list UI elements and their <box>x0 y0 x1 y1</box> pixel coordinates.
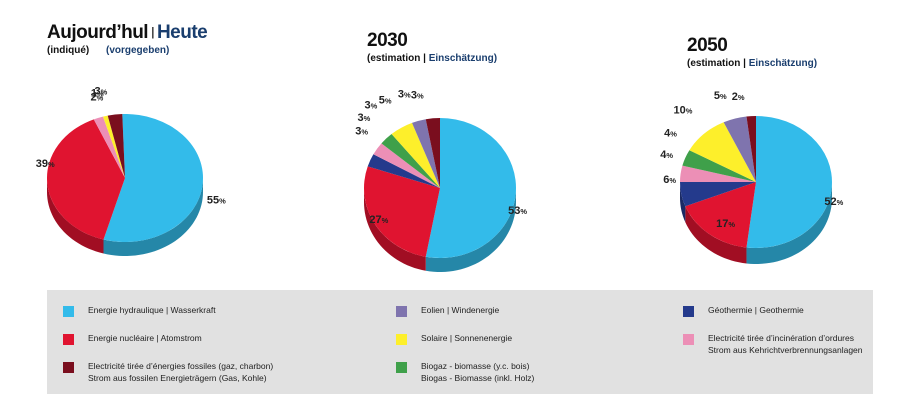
pie-label-hydro: 53% <box>508 205 527 217</box>
pie-slice-incineration <box>373 143 440 188</box>
pie-label-solar: 10% <box>674 105 693 117</box>
pie-label-solar: 5% <box>379 95 392 107</box>
legend-item-biogas: Biogaz - biomasse (y.c. bois) Biogas - B… <box>396 360 534 384</box>
pie-side-hydro <box>746 182 832 264</box>
legend-label-biogas: Biogaz - biomasse (y.c. bois) Biogas - B… <box>421 361 535 383</box>
legend-item-solar: Solaire | Sonnenenergie <box>396 332 512 345</box>
legend-swatch-wind <box>396 306 407 317</box>
subtitle-2030-fr: (estimation | <box>367 53 426 64</box>
pie-slice-hydro <box>746 116 832 248</box>
pie-chart-1: 55% 39% 2%1%3% <box>36 86 226 256</box>
pie-side-geothermal <box>680 182 686 223</box>
legend-label-fossil: Electricité tirée d’énergies fossiles (g… <box>88 361 274 383</box>
pie-charts: 55%39%2%1%3%53%27%3%3%3% 5%3% 3%52%17%6%4%… <box>36 86 844 272</box>
pie-label-incineration: 4% <box>660 149 673 161</box>
legend: Energie hydraulique | Wasserkraft Energie… <box>47 290 873 394</box>
pie-label-wind: 5% <box>714 90 727 102</box>
legend-label-hydro: Energie hydraulique | Wasserkraft <box>88 305 216 315</box>
pie-slice-solar <box>102 115 125 178</box>
pie-side-nuclear <box>685 206 747 264</box>
title-2030: 2030 <box>367 30 408 51</box>
legend-label-wind: Eolien | Windenergie <box>421 305 500 315</box>
pie-slice-incineration <box>93 116 125 178</box>
subtitle-2050-de: Einschätzung) <box>748 58 818 69</box>
pie-label-solar: 1% <box>91 88 104 100</box>
title-today-de: Heute <box>156 22 208 43</box>
subtitle-today-fr: (indiqué) <box>47 45 90 56</box>
pie-chart-3: 52% 17% 6% 4% 4% 10% 5% 2% <box>660 90 844 264</box>
legend-swatch-fossil <box>63 362 74 373</box>
pie-slice-fossil <box>746 116 756 182</box>
pie-side-nuclear <box>47 178 104 254</box>
pie-label-fossil: 2% <box>732 91 745 103</box>
pie-slice-nuclear <box>364 166 440 257</box>
pie-slice-solar <box>391 122 440 188</box>
subtitle-2050-fr: (estimation | <box>687 58 746 69</box>
title-separator: | <box>151 25 154 39</box>
legend-swatch-hydro <box>63 306 74 317</box>
legend-swatch-geothermal <box>683 306 694 317</box>
pie-slice-hydro <box>425 118 517 258</box>
subtitle-2030-de: Einschätzung) <box>428 53 498 64</box>
chart-title-2050: 2050 (estimation | Einschätzung) <box>687 35 817 69</box>
pie-side-hydro <box>103 178 203 256</box>
pie-label-geothermal: 6% <box>663 174 676 186</box>
pie-label-incineration: 3% <box>358 112 371 124</box>
legend-item-hydro: Energie hydraulique | Wasserkraft <box>63 304 216 317</box>
legend-label-geothermal: Géothermie | Geothermie <box>708 305 804 315</box>
pie-slice-hydro <box>103 114 204 243</box>
chart-title-today: Aujourd’hul | Heute (indiqué) (vorgegeben) <box>47 22 208 56</box>
pie-slice-geothermal <box>680 182 756 207</box>
legend-item-incineration: Electricité tirée d’incinération d’ordur… <box>683 332 863 356</box>
pie-slice-biogas <box>381 134 440 188</box>
pie-slice-fossil <box>107 114 125 178</box>
legend-label-incineration: Electricité tirée d’incinération d’ordur… <box>708 333 863 355</box>
legend-item-fossil: Electricité tirée d’énergies fossiles (g… <box>63 360 273 384</box>
legend-swatch-incineration <box>683 334 694 345</box>
pie-label-incineration: 2% <box>91 92 104 104</box>
pie-side-nuclear <box>364 188 426 271</box>
legend-item-geothermal: Géothermie | Geothermie <box>683 304 804 317</box>
title-2050: 2050 <box>687 35 728 56</box>
pie-label-geothermal: 3% <box>355 126 368 138</box>
pie-slice-solar <box>689 122 756 182</box>
pie-label-biogas: 4% <box>664 128 677 140</box>
pie-slice-wind <box>723 116 756 182</box>
pie-slice-geothermal <box>367 154 440 188</box>
pie-label-fossil: 3% <box>411 89 424 101</box>
legend-swatch-biogas <box>396 362 407 373</box>
pie-label-biogas: 3% <box>365 100 378 112</box>
pie-label-fossil: 3% <box>95 86 108 98</box>
pie-label-nuclear: 17% <box>716 218 735 230</box>
pie-label-nuclear: 27% <box>369 214 388 226</box>
title-today-fr: Aujourd’hul <box>47 22 149 43</box>
legend-item-wind: Eolien | Windenergie <box>396 304 499 317</box>
subtitle-today-de: (vorgegeben) <box>106 45 170 56</box>
pie-slice-fossil <box>425 118 440 188</box>
pie-side-hydro <box>425 188 516 272</box>
pie-slice-biogas <box>682 150 756 182</box>
pie-label-hydro: 52% <box>824 196 843 208</box>
legend-label-solar: Solaire | Sonnenenergie <box>421 333 513 343</box>
pie-slice-nuclear <box>685 182 756 248</box>
pie-slice-wind <box>412 119 440 188</box>
legend-item-nuclear: Energie nucléaire | Atomstrom <box>63 332 202 345</box>
legend-swatch-solar <box>396 334 407 345</box>
chart-title-2030: 2030 (estimation | Einschätzung) <box>367 30 497 64</box>
pie-label-wind: 3% <box>398 88 411 100</box>
pie-label-hydro: 55% <box>207 195 226 207</box>
pie-slice-incineration <box>680 165 756 182</box>
pie-label-nuclear: 39% <box>36 158 55 170</box>
legend-swatch-nuclear <box>63 334 74 345</box>
pie-slice-nuclear <box>46 119 125 240</box>
legend-label-nuclear: Energie nucléaire | Atomstrom <box>88 333 202 343</box>
pie-chart-2: 53%27%3%3%3% 5%3% 3% <box>355 88 527 272</box>
